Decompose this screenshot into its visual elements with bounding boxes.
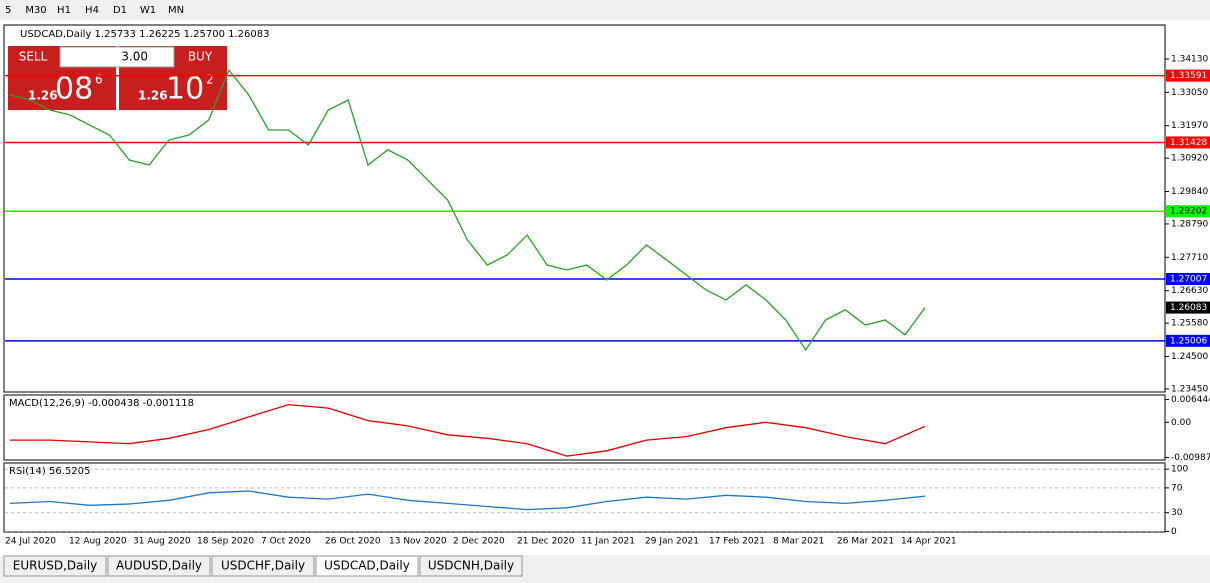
price-level-label: 1.33591: [1170, 71, 1207, 81]
price-level-label: 1.27007: [1170, 275, 1207, 285]
y-tick-label: 1.26630: [1171, 286, 1208, 296]
date-label: 2 Dec 2020: [453, 537, 505, 547]
date-label: 18 Sep 2020: [197, 537, 254, 547]
macd-signal: [10, 403, 926, 457]
sell-main: 08: [55, 72, 93, 107]
y-tick-label: 1.24500: [1171, 352, 1208, 362]
rsi-panel: [3, 462, 1166, 533]
timeframe-button[interactable]: M30: [25, 5, 46, 16]
y-tick-label: 0.006444: [1171, 395, 1210, 405]
y-tick-label: 1.23450: [1171, 384, 1208, 394]
y-tick-label: 1.31970: [1171, 121, 1208, 131]
tab-label[interactable]: USDCAD,Daily: [324, 559, 410, 573]
price-level-label: 1.25006: [1170, 336, 1207, 346]
tab-label[interactable]: EURUSD,Daily: [13, 559, 98, 573]
price-label-bg: [1166, 273, 1210, 286]
y-tick-label: 0.00: [1171, 418, 1191, 428]
date-label: 7 Oct 2020: [261, 537, 311, 547]
buy-main: 10: [166, 72, 204, 107]
tab-label[interactable]: AUDUSD,Daily: [116, 559, 202, 573]
tab[interactable]: [3, 555, 107, 577]
date-label: 11 Jan 2021: [581, 537, 635, 547]
lot[interactable]: 3.00: [121, 50, 148, 64]
price-line: [9, 68, 926, 352]
timeframe-button[interactable]: H1: [57, 5, 71, 16]
buy-sup: 2: [206, 73, 214, 87]
lot-box[interactable]: [59, 46, 175, 68]
buy-label[interactable]: BUY: [188, 50, 213, 64]
tab[interactable]: [419, 555, 523, 577]
date-label: 29 Jan 2021: [645, 537, 699, 547]
rsi-label: RSI(14) 56.5205: [9, 466, 90, 477]
y-tick-label: 100: [1171, 465, 1188, 475]
toolbar: [0, 0, 1210, 20]
date-label: 12 Aug 2020: [69, 537, 127, 547]
date-label: 13 Nov 2020: [389, 537, 447, 547]
tab[interactable]: [315, 555, 419, 577]
price-level-label: 1.29202: [1170, 207, 1207, 217]
date-label: 21 Dec 2020: [517, 537, 575, 547]
date-label: 31 Aug 2020: [133, 537, 191, 547]
date-label: 8 Mar 2021: [773, 537, 824, 547]
sell-sup: 6: [95, 73, 103, 87]
y-tick-label: 1.29840: [1171, 187, 1208, 197]
tab[interactable]: [211, 555, 315, 577]
timeframe-button[interactable]: MN: [168, 5, 184, 16]
timeframe-button[interactable]: D1: [113, 5, 127, 16]
price-level-label: 1.31428: [1170, 138, 1207, 148]
timeframe-button[interactable]: H4: [85, 5, 99, 16]
y-tick-label: 1.25580: [1171, 319, 1208, 329]
tab-label[interactable]: USDCNH,Daily: [428, 559, 514, 573]
trade-panel: SELL BUY 3.00 1.26 08 6 1.26 10 2: [8, 46, 227, 110]
y-tick-label: 1.28790: [1171, 219, 1208, 229]
sell-label[interactable]: SELL: [19, 50, 48, 64]
macd-panel: [3, 394, 1166, 461]
y-tick-label: 0: [1171, 527, 1177, 537]
date-label: 24 Jul 2020: [5, 537, 56, 547]
sell-big: 1.26: [28, 89, 58, 103]
y-tick-label: 1.33050: [1171, 88, 1208, 98]
date-label: 17 Feb 2021: [709, 537, 765, 547]
y-tick-label: 30: [1171, 508, 1183, 518]
price-label-bg: [1166, 69, 1210, 82]
macd-label: MACD(12,26,9) -0.000438 -0.001118: [9, 398, 194, 409]
rsi-line: [9, 490, 926, 511]
y-tick-label: 70: [1171, 483, 1183, 493]
price-label-bg: [1166, 136, 1210, 149]
y-tick-label: 1.27710: [1171, 253, 1208, 263]
tab-label[interactable]: USDCHF,Daily: [221, 559, 305, 573]
date-label: 26 Oct 2020: [325, 537, 381, 547]
timeframe-button[interactable]: 5: [5, 5, 11, 16]
buy-big: 1.26: [138, 89, 168, 103]
date-label: 26 Mar 2021: [837, 537, 894, 547]
y-tick-label: 1.30920: [1171, 154, 1208, 164]
current-price-label: 1.26083: [1170, 303, 1207, 313]
price-label-bg: [1166, 205, 1210, 218]
date-label: 14 Apr 2021: [901, 537, 957, 547]
timeframe-button[interactable]: W1: [140, 5, 156, 16]
tab[interactable]: [107, 555, 211, 577]
y-tick-label: 1.34130: [1171, 54, 1208, 64]
chart-header: USDCAD,Daily 1.25733 1.26225 1.25700 1.2…: [20, 29, 270, 40]
price-label-bg: [1166, 334, 1210, 347]
current-price-bg: [1166, 301, 1210, 314]
